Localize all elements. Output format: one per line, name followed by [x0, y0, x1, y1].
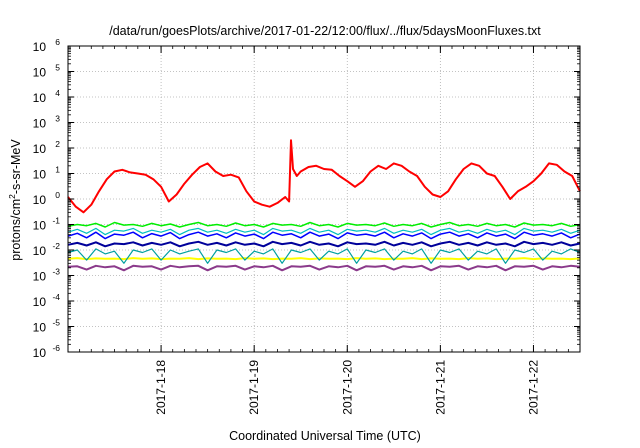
chart-title: /data/run/goesPlots/archive/2017-01-22/1…	[109, 24, 541, 38]
y-axis-label-main: protons/cm	[9, 199, 23, 261]
y-axis: 10 -6 10 -5 10 -4 10 -3 10 -2 10 -1 10 0 10 1 10 2 10 3 10 4 1…	[33, 37, 580, 360]
y-tick-label: 10 3	[33, 114, 61, 131]
series-line-8	[67, 264, 581, 272]
y-tick-label: 10 5	[33, 63, 61, 80]
x-tick-label: 2017-1-22	[526, 360, 540, 415]
y-tick-label: 10 0	[33, 190, 61, 207]
y-tick-label: 10 2	[33, 139, 61, 156]
y-tick-label: 10 -5	[33, 318, 61, 335]
series-line-4	[67, 231, 581, 240]
y-tick-label: 10 4	[33, 88, 61, 105]
series-line-1	[67, 139, 581, 214]
y-axis-label-unit: -s-sr-MeV	[9, 139, 23, 195]
y-tick-label: 10 -6	[33, 343, 61, 360]
x-tick-label: 2017-1-19	[247, 360, 261, 415]
y-tick-label: 10 6	[33, 37, 61, 54]
y-axis-label: protons/cm2-s-sr-MeV	[7, 139, 23, 261]
y-tick-label: 10 1	[33, 165, 61, 182]
series-line-2	[67, 221, 581, 228]
grid	[68, 46, 580, 352]
y-tick-label: 10 -2	[33, 241, 61, 258]
series-line-7	[67, 257, 581, 261]
y-tick-label: 10 -1	[33, 216, 61, 233]
x-tick-label: 2017-1-21	[433, 360, 447, 415]
series-group	[67, 139, 581, 272]
series-line-5	[67, 240, 581, 248]
x-tick-label: 2017-1-18	[154, 360, 168, 415]
x-axis-label: Coordinated Universal Time (UTC)	[229, 429, 421, 443]
y-tick-label: 10 -3	[33, 267, 61, 284]
series-line-3	[67, 227, 581, 236]
x-tick-label: 2017-1-20	[340, 360, 354, 415]
y-tick-label: 10 -4	[33, 292, 61, 309]
x-axis: 2017-1-18 2017-1-19 2017-1-20 2017-1-21 2017…	[67, 46, 581, 415]
y-axis-label-exponent: 2	[7, 194, 17, 199]
series-line-6	[67, 248, 581, 264]
